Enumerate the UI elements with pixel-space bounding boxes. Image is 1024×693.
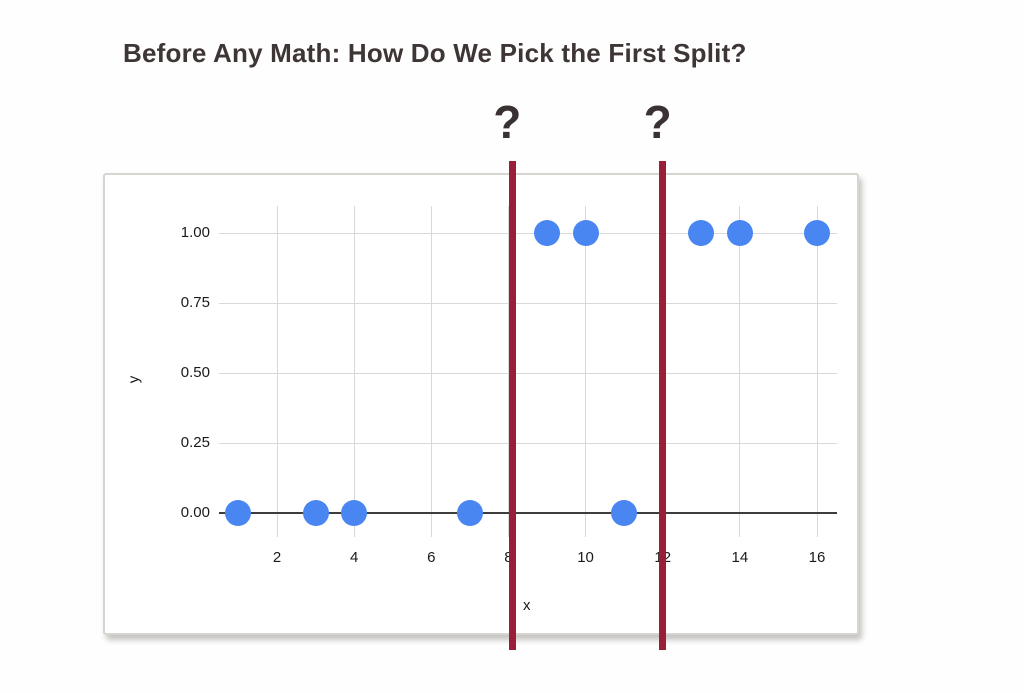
data-point (804, 220, 830, 246)
x-gridline (353, 206, 355, 537)
x-tick-label: 4 (349, 549, 359, 566)
y-axis-title: y (125, 375, 143, 383)
x-gridline (585, 206, 587, 537)
split-question-mark: ? (493, 96, 522, 148)
x-tick-label: 2 (272, 549, 282, 566)
x-tick-label: 10 (577, 549, 594, 566)
y-gridline (219, 442, 837, 444)
x-axis-title: x (523, 597, 531, 614)
data-point (456, 500, 483, 526)
data-point (688, 220, 715, 246)
data-point (341, 500, 368, 526)
x-tick-label: 8 (486, 549, 530, 567)
y-gridline (219, 372, 837, 374)
x-tick-label: 14 (731, 549, 749, 566)
y-tick-label: 1.00 (180, 224, 210, 241)
x-gridline (816, 206, 818, 537)
x-gridline (276, 206, 278, 537)
x-tick-label: 16 (808, 549, 826, 566)
y-tick-label: 0.50 (180, 364, 210, 381)
data-point (534, 220, 560, 246)
data-point (225, 500, 252, 526)
slide-title: Before Any Math: How Do We Pick the Firs… (123, 38, 747, 68)
x-gridline (507, 206, 509, 537)
y-tick-label: 0.25 (180, 434, 210, 451)
chart-panel (103, 173, 859, 635)
x-tick-label: 6 (427, 549, 436, 566)
x-axis-line (219, 512, 837, 514)
data-point (572, 220, 599, 246)
split-line (659, 161, 667, 650)
y-tick-label: 0.75 (180, 294, 210, 311)
split-question-mark: ? (643, 96, 672, 148)
y-gridline (219, 302, 837, 304)
data-point (726, 220, 753, 246)
data-point (302, 500, 329, 526)
x-gridline (430, 206, 432, 537)
y-tick-label: 0.00 (180, 504, 210, 521)
y-gridline (219, 232, 837, 234)
split-line (508, 161, 516, 650)
data-point (611, 500, 638, 526)
x-gridline (739, 206, 741, 537)
